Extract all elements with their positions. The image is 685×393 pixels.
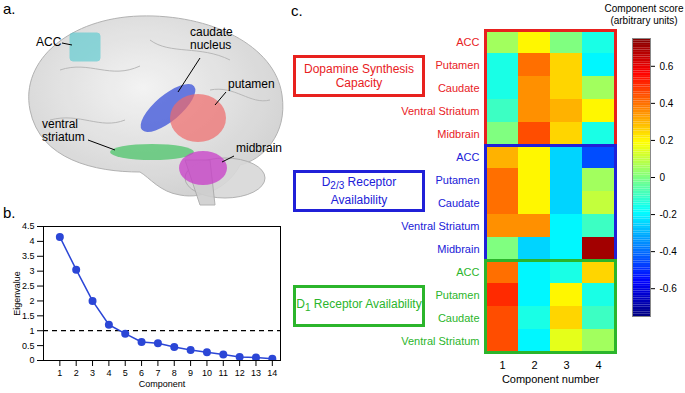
svg-text:14: 14 [267,368,277,378]
svg-text:3.5: 3.5 [22,251,35,261]
svg-text:4: 4 [595,359,601,371]
svg-text:4.5: 4.5 [22,221,35,231]
svg-text:2.5: 2.5 [22,281,35,291]
svg-text:Midbrain: Midbrain [437,243,479,255]
svg-text:ACC: ACC [456,266,479,278]
svg-text:Putamen: Putamen [435,289,479,301]
svg-text:caudatenucleus: caudatenucleus [190,25,233,52]
svg-text:11: 11 [219,368,228,378]
svg-text:3: 3 [29,266,34,276]
svg-text:-0.4: -0.4 [660,246,678,257]
svg-text:Midbrain: Midbrain [437,128,479,140]
svg-text:ACC: ACC [456,151,479,163]
html-text:Dopamine Synthesis Capacity: Dopamine Synthesis Capacity [304,62,414,90]
svg-text:midbrain: midbrain [236,141,282,155]
svg-text:1: 1 [499,359,505,371]
svg-text:ACC: ACC [456,36,479,48]
svg-text:2: 2 [29,296,34,306]
svg-text:4: 4 [106,368,111,378]
svg-text:Caudate: Caudate [438,82,480,94]
svg-text:Ventral Striatum: Ventral Striatum [401,335,479,347]
svg-text:Putamen: Putamen [435,59,479,71]
svg-text:3: 3 [90,368,95,378]
html-text:c.: c. [291,2,303,19]
svg-text:7: 7 [155,368,160,378]
svg-text:8: 8 [172,368,177,378]
svg-text:Caudate: Caudate [438,197,480,209]
html-text:b.: b. [3,204,16,221]
svg-text:1.5: 1.5 [22,311,35,321]
svg-text:Putamen: Putamen [435,174,479,186]
svg-text:2: 2 [531,359,537,371]
svg-text:0.4: 0.4 [660,98,674,109]
html-text:a.: a. [3,0,16,17]
svg-text:0.6: 0.6 [660,61,674,72]
svg-text:10: 10 [202,368,212,378]
svg-text:putamen: putamen [228,77,275,91]
svg-text:1: 1 [57,368,62,378]
html-text:D2/3Receptor Availability: D2/3Receptor Availability [321,174,397,208]
svg-text:ventralstriatum: ventralstriatum [42,117,85,144]
svg-text:5: 5 [123,368,128,378]
svg-text:-0.2: -0.2 [660,209,678,220]
svg-text:Ventral Striatum: Ventral Striatum [401,220,479,232]
svg-text:-0.6: -0.6 [660,283,678,294]
svg-text:0.5: 0.5 [22,340,35,350]
svg-text:6: 6 [139,368,144,378]
svg-text:Caudate: Caudate [438,312,480,324]
svg-text:0: 0 [660,172,666,183]
svg-text:Eigenvalue: Eigenvalue [12,271,22,316]
svg-text:9: 9 [188,368,193,378]
html-text:Component score (arbitrary uni: Component score (arbitrary units) [604,3,684,26]
svg-text:1: 1 [29,326,34,336]
svg-text:Component: Component [139,379,186,389]
svg-text:Component number: Component number [502,373,600,385]
svg-text:0: 0 [29,355,34,365]
svg-text:12: 12 [235,368,245,378]
svg-text:4: 4 [29,236,34,246]
html-text:D1Receptor Availability: D1Receptor Availability [296,296,422,314]
svg-text:0.2: 0.2 [660,135,674,146]
svg-text:2: 2 [74,368,79,378]
svg-text:ACC: ACC [36,35,62,49]
svg-text:13: 13 [251,368,261,378]
svg-text:3: 3 [563,359,569,371]
svg-text:Ventral Striatum: Ventral Striatum [401,105,479,117]
